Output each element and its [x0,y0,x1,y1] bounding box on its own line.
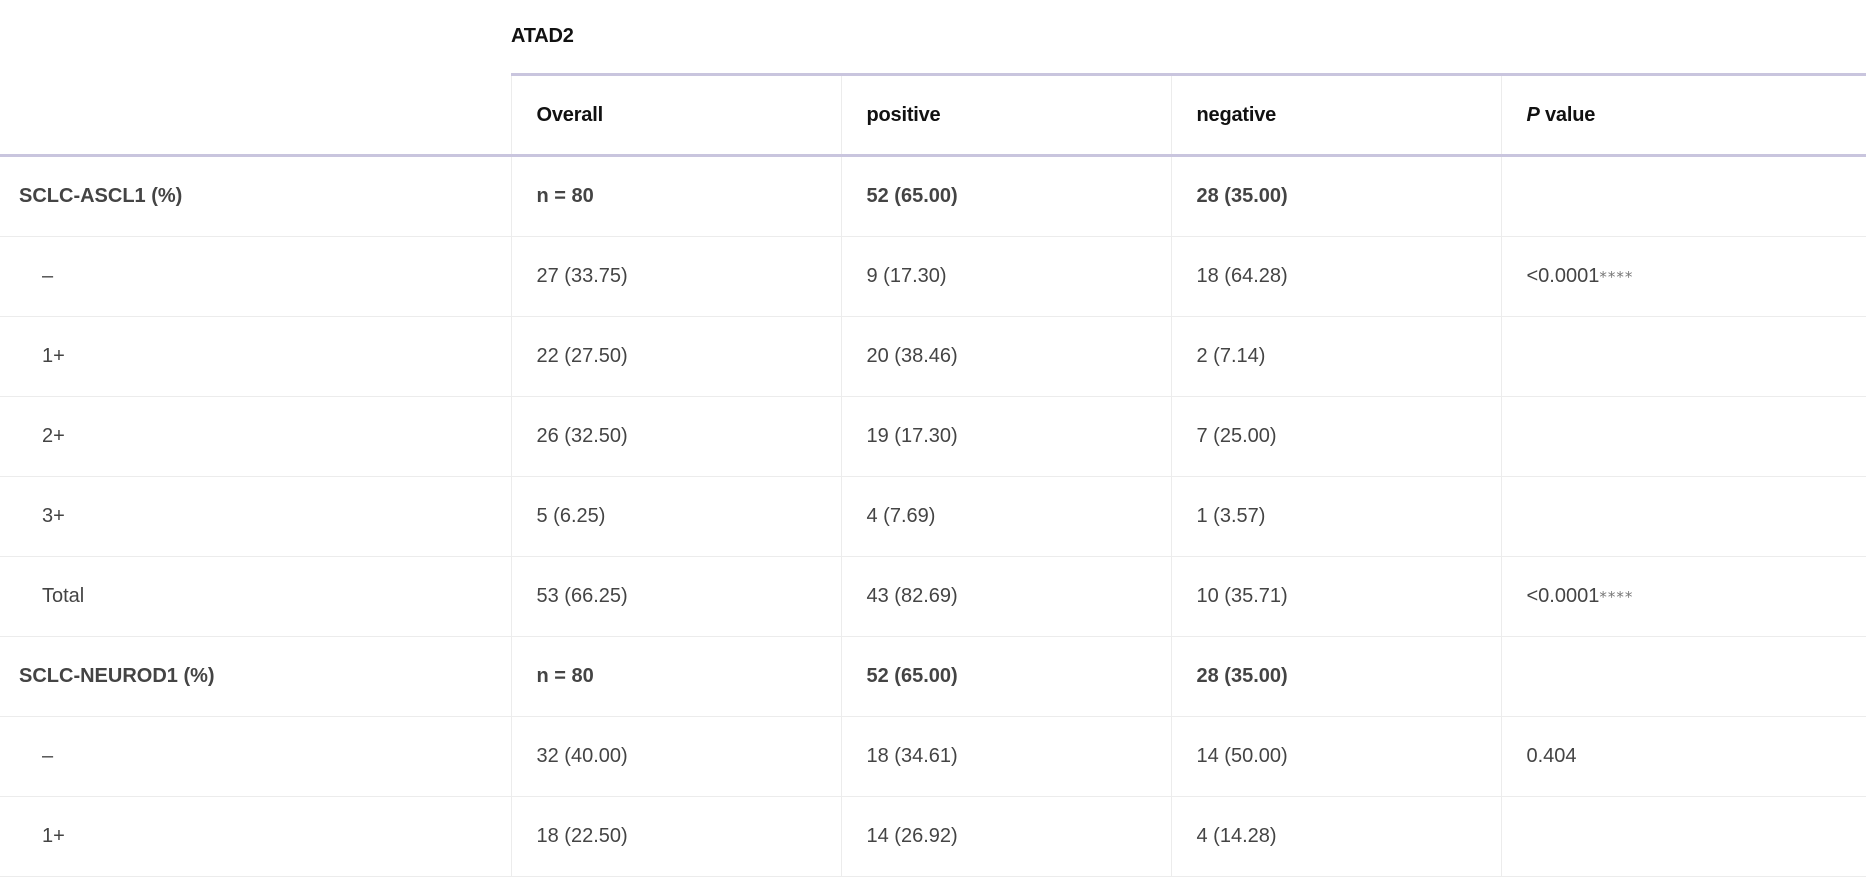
cell-positive: 18 (34.61) [840,716,1171,797]
cell-overall: 18 (22.50) [510,796,841,877]
column-header-negative: negative [1170,74,1501,157]
cell-pvalue: <0.0001**** [1500,236,1866,317]
cell-negative: 18 (64.28) [1170,236,1501,317]
cell-overall: n = 80 [510,155,841,237]
row-label: – [0,716,511,797]
cell-pvalue [1500,476,1866,557]
table-header-group-row: ATAD2 [0,0,1866,76]
cell-overall: 32 (40.00) [510,716,841,797]
row-label: 1+ [0,316,511,397]
significance-stars: **** [1599,588,1634,606]
table-row: 3+ 5 (6.25) 4 (7.69) 1 (3.57) [0,476,1866,557]
pvalue-text: 0.404 [1526,745,1577,767]
cell-negative: 28 (35.00) [1170,636,1501,717]
cell-overall: 26 (32.50) [510,396,841,477]
row-label: 1+ [0,796,511,877]
cell-negative: 14 (50.00) [1170,716,1501,797]
row-label: SCLC-ASCL1 (%) [0,155,511,237]
cell-pvalue [1500,155,1866,237]
cell-positive: 43 (82.69) [840,556,1171,637]
table-row: 1+ 22 (27.50) 20 (38.46) 2 (7.14) [0,316,1866,397]
table-row: SCLC-ASCL1 (%) n = 80 52 (65.00) 28 (35.… [0,155,1866,237]
cell-positive: 52 (65.00) [840,636,1171,717]
cell-overall: n = 80 [510,636,841,717]
table-row: 1+ 18 (22.50) 14 (26.92) 4 (14.28) [0,796,1866,877]
cell-positive: 4 (7.69) [840,476,1171,557]
row-label: SCLC-NEUROD1 (%) [0,636,511,717]
p-value-label: value [1545,103,1596,126]
cell-positive: 19 (17.30) [840,396,1171,477]
cell-positive: 9 (17.30) [840,236,1171,317]
gene-header: ATAD2 [511,0,1866,76]
cell-pvalue [1500,316,1866,397]
cell-pvalue [1500,396,1866,477]
cell-overall: 53 (66.25) [510,556,841,637]
cell-pvalue [1500,796,1866,877]
header-empty-cell [0,0,511,75]
column-header-positive: positive [840,74,1171,157]
column-header-overall: Overall [510,74,841,157]
cell-overall: 27 (33.75) [510,236,841,317]
cell-positive: 20 (38.46) [840,316,1171,397]
cell-pvalue: <0.0001**** [1500,556,1866,637]
cell-negative: 10 (35.71) [1170,556,1501,637]
header-empty-cell [0,74,511,157]
table-row: – 32 (40.00) 18 (34.61) 14 (50.00) 0.404 [0,716,1866,797]
cell-pvalue [1500,636,1866,717]
table-row: SCLC-NEUROD1 (%) n = 80 52 (65.00) 28 (3… [0,636,1866,717]
pvalue-text: <0.0001 [1526,265,1600,287]
cell-pvalue: 0.404 [1500,716,1866,797]
table-row: 2+ 26 (32.50) 19 (17.30) 7 (25.00) [0,396,1866,477]
cell-negative: 4 (14.28) [1170,796,1501,877]
cell-negative: 1 (3.57) [1170,476,1501,557]
cell-negative: 7 (25.00) [1170,396,1501,477]
column-header-pvalue: P value [1500,74,1866,157]
row-label: Total [0,556,511,637]
cell-overall: 5 (6.25) [510,476,841,557]
cell-negative: 2 (7.14) [1170,316,1501,397]
cell-negative: 28 (35.00) [1170,155,1501,237]
row-label: – [0,236,511,317]
significance-stars: **** [1599,268,1634,286]
row-label: 2+ [0,396,511,477]
cell-positive: 14 (26.92) [840,796,1171,877]
cell-positive: 52 (65.00) [840,155,1171,237]
p-symbol: P [1526,103,1540,126]
table-column-header-row: Overall positive negative P value [0,74,1866,157]
table-row: – 27 (33.75) 9 (17.30) 18 (64.28) <0.000… [0,236,1866,317]
row-label: 3+ [0,476,511,557]
table-row: Total 53 (66.25) 43 (82.69) 10 (35.71) <… [0,556,1866,637]
cell-overall: 22 (27.50) [510,316,841,397]
pvalue-text: <0.0001 [1526,585,1600,607]
